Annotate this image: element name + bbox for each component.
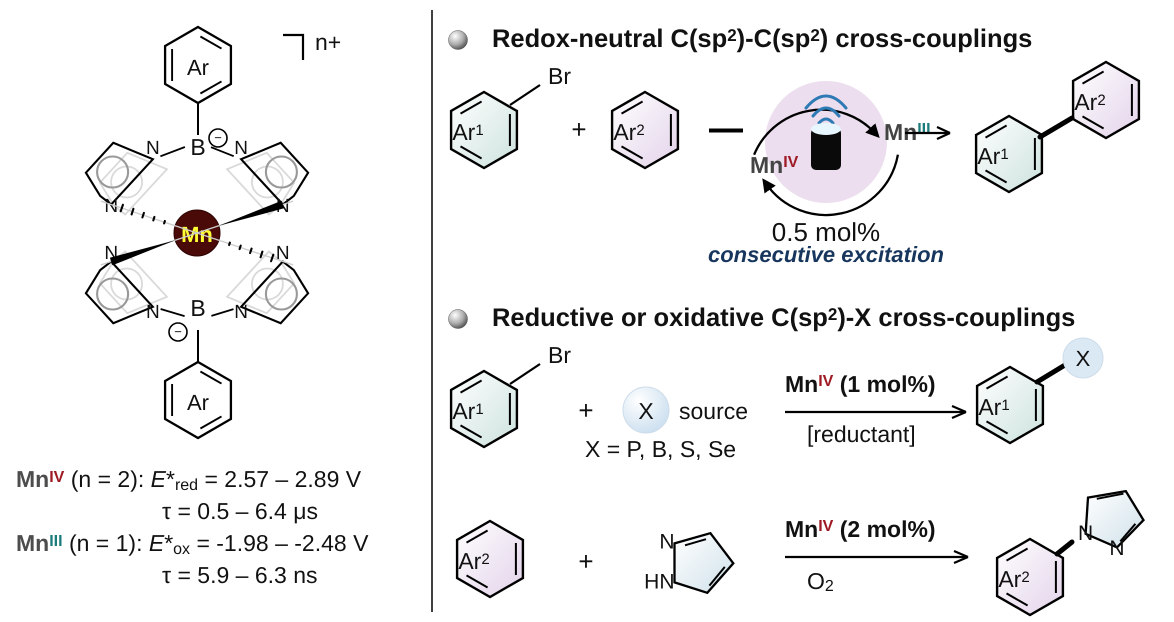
- svg-text:B: B: [190, 295, 205, 321]
- svg-text:Reductive or oxidative C(sp2)-: Reductive or oxidative C(sp2)-X cross-co…: [492, 304, 1075, 332]
- svg-text:X: X: [638, 398, 653, 424]
- svg-text:MnIV (2 mol%): MnIV (2 mol%): [785, 516, 936, 542]
- svg-text:+: +: [571, 114, 586, 144]
- svg-text:B: B: [190, 134, 205, 160]
- svg-text:X = P, B, S, Se: X = P, B, S, Se: [585, 436, 736, 462]
- svg-text:τ = 5.9 – 6.3 ns: τ = 5.9 – 6.3 ns: [162, 562, 318, 588]
- svg-text:[reductant]: [reductant]: [807, 421, 916, 447]
- svg-text:source: source: [679, 398, 748, 424]
- svg-text:MnIV (1 mol%): MnIV (1 mol%): [785, 371, 936, 397]
- svg-text:Ar: Ar: [187, 55, 209, 80]
- svg-text:−: −: [214, 130, 222, 145]
- svg-text:Ar: Ar: [187, 390, 209, 415]
- svg-text:X: X: [1076, 346, 1091, 371]
- svg-text:+: +: [578, 546, 593, 576]
- svg-text:Br: Br: [548, 63, 571, 89]
- svg-text:Redox-neutral C(sp2)-C(sp2) cr: Redox-neutral C(sp2)-C(sp2) cross-coupli…: [492, 25, 1032, 53]
- svg-text:n+: n+: [315, 29, 341, 55]
- svg-text:MnIV (n = 2): E*red = 2.57 – 2: MnIV (n = 2): E*red = 2.57 – 2.89 V: [16, 466, 362, 494]
- svg-text:−: −: [174, 324, 182, 339]
- svg-text:consecutive excitation: consecutive excitation: [708, 242, 944, 267]
- svg-text:O2: O2: [807, 568, 834, 595]
- svg-text:N: N: [234, 302, 248, 323]
- svg-text:Br: Br: [548, 342, 571, 368]
- svg-text:N: N: [146, 302, 160, 323]
- svg-text:τ = 0.5 – 6.4 μs: τ = 0.5 – 6.4 μs: [162, 498, 318, 524]
- svg-text:MnIII (n = 1): E*ox = -1.98 –: MnIII (n = 1): E*ox = -1.98 – -2.48 V: [16, 530, 369, 558]
- svg-text:+: +: [578, 395, 593, 425]
- svg-text:N: N: [146, 138, 160, 159]
- svg-text:N: N: [234, 138, 248, 159]
- svg-text:Mn: Mn: [181, 222, 213, 247]
